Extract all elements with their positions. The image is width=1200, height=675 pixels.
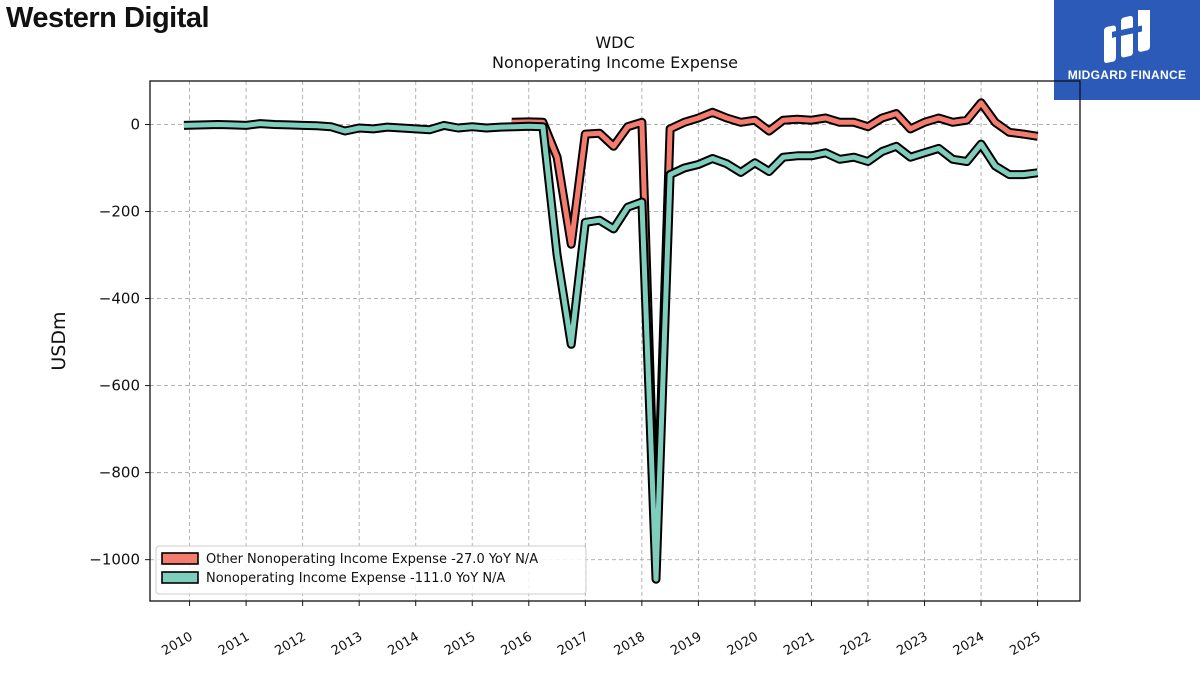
x-tick-label: 2015 (442, 629, 478, 659)
y-tick-label: −400 (99, 290, 140, 308)
midgard-finance-label: MIDGARD FINANCE (1067, 68, 1187, 82)
plot-frame (149, 80, 1081, 602)
series-0-line (511, 98, 1039, 565)
series-1-line (183, 119, 1039, 584)
legend: Other Nonoperating Income Expense -27.0 … (155, 545, 587, 595)
x-tick-label: 2021 (781, 629, 817, 659)
y-tick-label: −200 (99, 203, 140, 221)
x-tick-label: 2011 (216, 629, 252, 659)
x-tick-label: 2024 (951, 629, 987, 659)
x-tick-label: 2014 (386, 629, 422, 659)
chart-title: WDC (595, 33, 634, 52)
legend-label: Other Nonoperating Income Expense -27.0 … (206, 552, 538, 567)
x-tick-label: 2018 (612, 629, 648, 659)
y-tick-label: −800 (99, 464, 140, 482)
series-stroke (511, 100, 1038, 563)
x-tick-label: 2012 (272, 629, 308, 659)
chart-subtitle: Nonoperating Income Expense (492, 53, 738, 72)
x-tick-label: 2016 (499, 629, 535, 659)
legend-swatch (161, 571, 199, 584)
y-tick-label: 0 (130, 116, 140, 134)
western-digital-logo: Western Digital (6, 2, 210, 34)
x-tick-label: 2010 (159, 629, 195, 659)
y-axis-label: USDm (48, 311, 70, 370)
legend-swatch (161, 552, 199, 565)
x-tick-label: 2023 (894, 629, 930, 659)
x-tick-label: 2019 (668, 629, 704, 659)
legend-box (155, 545, 587, 595)
y-tick-label: −1000 (89, 551, 140, 569)
x-tick-label: 2025 (1007, 629, 1043, 659)
x-tick-label: 2017 (555, 629, 591, 659)
midgard-finance-logo: MIDGARD FINANCE (1054, 0, 1200, 100)
x-tick-label: 2013 (329, 629, 365, 659)
series-lines (183, 98, 1039, 584)
midgard-finance-mark-icon (1104, 10, 1150, 64)
x-tick-label: 2022 (838, 629, 874, 659)
y-tick-label: −600 (99, 377, 140, 395)
grid (150, 81, 1080, 601)
series-stroke (183, 121, 1038, 582)
y-ticks: 0 −200 −400 −600 −800 −1000 (89, 116, 150, 569)
x-tick-label: 2020 (725, 629, 761, 659)
x-ticks: 2010 2011 2012 2013 2014 2015 2016 2017 2018 2019… (159, 601, 1044, 659)
series-outline (183, 119, 1039, 584)
legend-label: Nonoperating Income Expense -111.0 YoY N… (206, 571, 505, 586)
